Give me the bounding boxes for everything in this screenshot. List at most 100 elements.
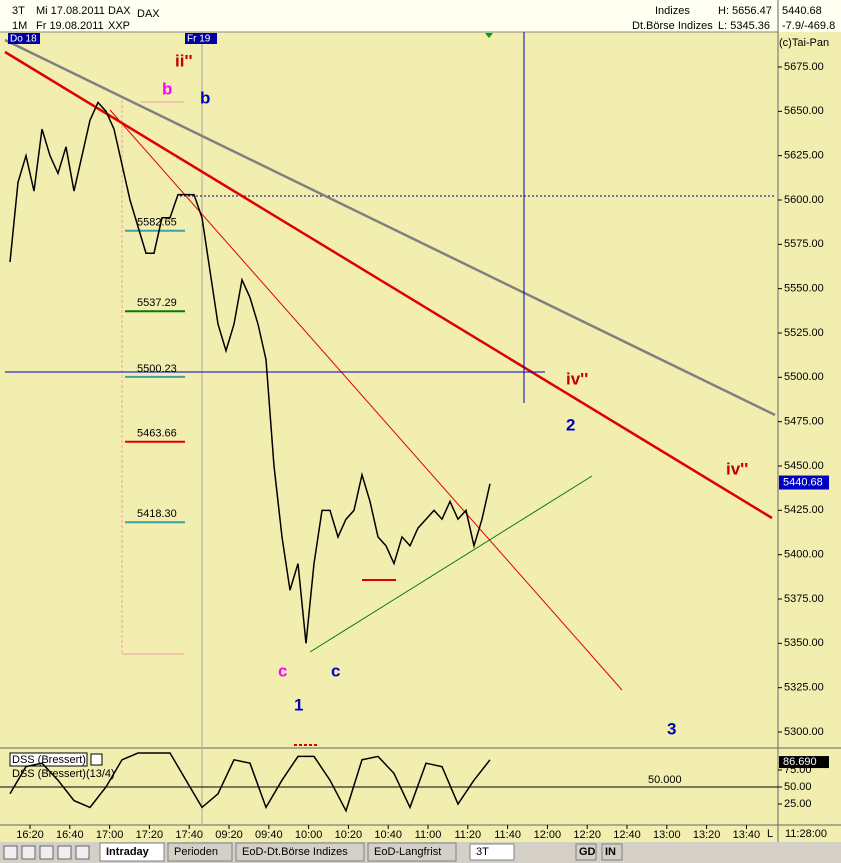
x-tick-label: 12:00 (534, 829, 562, 841)
code: XXP (108, 20, 130, 32)
y-tick-label: 5500.00 (784, 371, 824, 383)
wave-label: iv'' (566, 369, 588, 388)
wave-label: c (278, 661, 287, 680)
y-tick-label: 5400.00 (784, 549, 824, 561)
tab-label: EoD-Dt.Börse Indizes (242, 846, 348, 858)
x-tick-label: 13:40 (733, 829, 761, 841)
toolbar-button-label: IN (605, 846, 616, 858)
toolbar-icon[interactable] (39, 845, 54, 860)
toolbar-icon[interactable] (57, 845, 72, 860)
y-tick-label: 5525.00 (784, 327, 824, 339)
toolbar-button-label: GD (579, 846, 596, 858)
y-tick-label: 5600.00 (784, 194, 824, 206)
x-tick-label: 09:40 (255, 829, 283, 841)
y-tick-label: 5650.00 (784, 105, 824, 117)
x-tick-label: 11:40 (494, 829, 521, 841)
indicator-box[interactable] (9, 752, 88, 767)
y-tick-label: 25.00 (784, 798, 812, 810)
wave-label: iv'' (726, 459, 748, 478)
wave-label: c (331, 661, 340, 680)
group: Indizes (655, 5, 690, 17)
day-flag (185, 33, 217, 44)
day-flag-label: Fr 19 (187, 34, 211, 45)
toolbar-icon[interactable] (75, 845, 90, 860)
symbol: DAX (137, 8, 160, 20)
period: 1M (12, 20, 27, 32)
x-tick-label: 17:00 (96, 829, 124, 841)
x-tick-label: 13:00 (653, 829, 681, 841)
period-select[interactable] (469, 843, 515, 861)
y-tick-label: 5425.00 (784, 504, 824, 516)
level-label: 5418.30 (137, 508, 177, 520)
period: 3T (12, 5, 25, 17)
wave-label: 3 (667, 719, 676, 738)
date: Fr 19.08.2011 (36, 20, 104, 32)
tab[interactable] (235, 842, 365, 862)
price-tag-label: 5440.68 (783, 476, 823, 488)
marker (485, 33, 493, 38)
high: H: 5656.47 (718, 5, 772, 17)
trend-line-gray (4, 38, 776, 417)
x-tick-label: 10:00 (295, 829, 323, 841)
last: 5440.68 (782, 5, 822, 17)
toolbar-button[interactable] (601, 843, 623, 861)
exchange: Dt.Börse Indizes (632, 20, 713, 32)
tab-label: Intraday (106, 846, 150, 858)
indicator-title: DSS (Bressert) (12, 754, 86, 766)
y-tick-label: 5675.00 (784, 61, 824, 73)
x-tick-label: 12:40 (613, 829, 641, 841)
y-tick-label: 5375.00 (784, 593, 824, 605)
wave-label: 1 (294, 695, 303, 714)
y-tick-label: 5475.00 (784, 416, 824, 428)
wave-label: ii'' (175, 51, 193, 70)
code: DAX (108, 5, 131, 17)
x-tick-label: 16:20 (16, 829, 44, 841)
trend-line-green (309, 475, 593, 653)
y-tick-label: 5550.00 (784, 283, 824, 295)
tab[interactable] (99, 842, 165, 862)
price-tag (779, 475, 829, 490)
indicator-label: DSS (Bressert)(13/4) (12, 768, 115, 780)
x-tick-label: 10:20 (335, 829, 363, 841)
x-tick-label: 17:20 (136, 829, 164, 841)
level-label: 5537.29 (137, 297, 177, 309)
clock: 11:28:00 (785, 828, 827, 840)
toolbar-icon[interactable] (3, 845, 18, 860)
level-label: 5463.66 (137, 428, 177, 440)
dss-line (9, 752, 491, 813)
tab[interactable] (367, 842, 457, 862)
x-tick-label: 10:40 (374, 829, 402, 841)
wave-label: 2 (566, 415, 575, 434)
x-tick-label: 16:40 (56, 829, 84, 841)
header-bar (0, 0, 841, 32)
y-tick-label: 5300.00 (784, 726, 824, 738)
indicator-tag (779, 756, 829, 769)
level-label: 5500.23 (137, 363, 177, 375)
x-tick-label: 12:20 (573, 829, 601, 841)
add-indicator[interactable] (90, 753, 103, 766)
level-label: 50.000 (648, 774, 682, 786)
tab[interactable] (167, 842, 233, 862)
x-tick-label: 17:40 (175, 829, 203, 841)
x-tick-label: 09:20 (215, 829, 243, 841)
y-tick-label: 50.00 (784, 781, 812, 793)
y-tick-label: 5325.00 (784, 682, 824, 694)
scale: L (767, 828, 773, 840)
toolbar-button[interactable] (575, 843, 597, 861)
x-tick-label: 13:20 (693, 829, 721, 841)
day-flag (8, 33, 40, 44)
indicator-tag-label: 86.690 (783, 756, 817, 768)
tab-label: EoD-Langfrist (374, 846, 441, 858)
copyright: (c)Tai-Pan (779, 37, 829, 49)
x-tick-label: 11:00 (415, 829, 442, 841)
x-tick-label: 11:20 (454, 829, 481, 841)
tab-label: Perioden (174, 846, 218, 858)
toolbar-icon[interactable] (21, 845, 36, 860)
trend-line-red (4, 50, 773, 520)
tabs: Intraday Perioden EoD-Dt.Börse Indizes EoD-… (3, 842, 623, 862)
period-select-label: 3T (476, 846, 489, 858)
price-line (9, 101, 491, 644)
low: L: 5345.36 (718, 20, 770, 32)
